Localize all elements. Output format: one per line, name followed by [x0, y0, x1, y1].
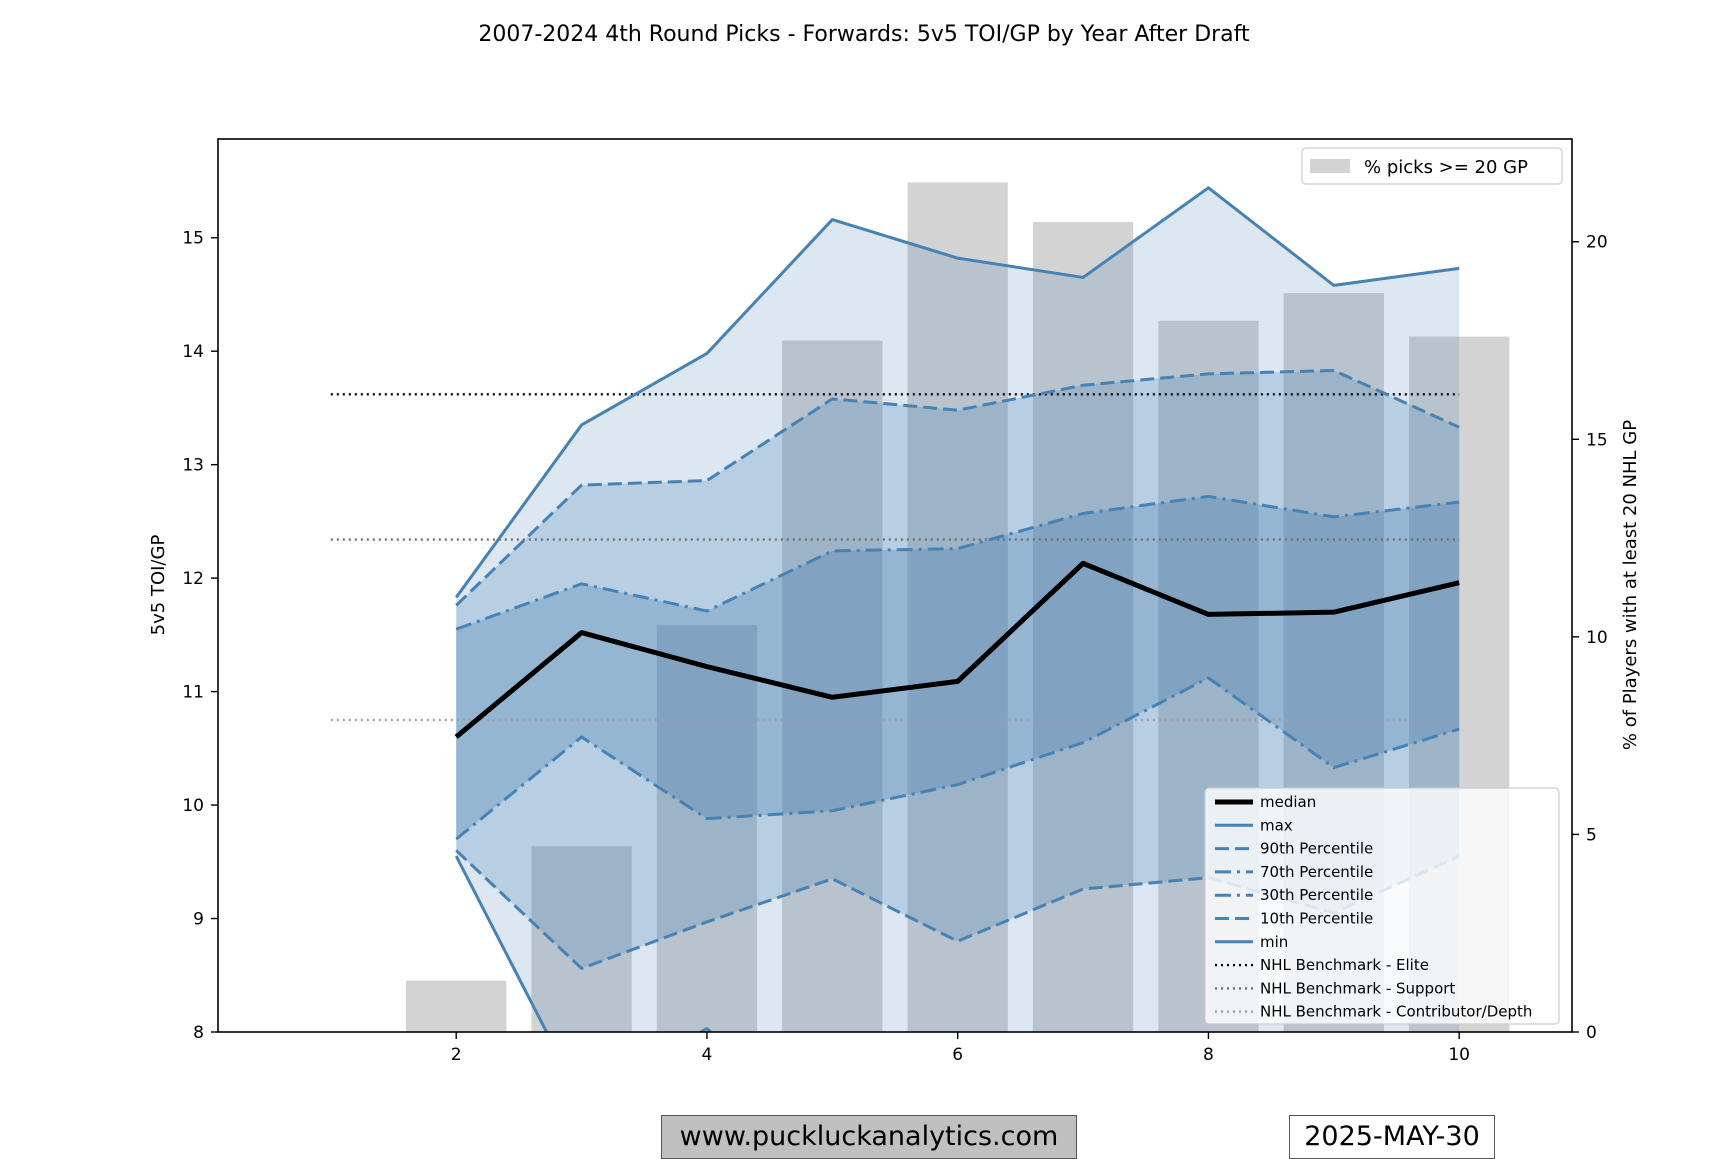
legend-label: 30th Percentile — [1260, 886, 1373, 904]
legend-box — [1301, 147, 1563, 185]
legend-label: min — [1260, 933, 1288, 951]
legend-label: NHL Benchmark - Support — [1260, 979, 1455, 997]
legend-label: 70th Percentile — [1260, 863, 1373, 881]
series-line-max — [454, 186, 1460, 599]
x-tick-label: 6 — [952, 1045, 963, 1065]
chart-title: 2007-2024 4th Round Picks - Forwards: 5v… — [478, 22, 1250, 47]
y2-tick-label: 10 — [1586, 628, 1608, 648]
y-tick-label: 8 — [193, 1023, 204, 1043]
x-tick-label: 10 — [1448, 1045, 1470, 1065]
legend-label: 10th Percentile — [1260, 910, 1373, 928]
x-tick-label: 8 — [1203, 1045, 1214, 1065]
y2-tick-label: 0 — [1586, 1023, 1597, 1043]
legend-label: NHL Benchmark - Elite — [1260, 956, 1429, 974]
bars-legend: % picks >= 20 GP — [1301, 147, 1563, 185]
lines-legend: median max 90th Percentile 70th Percentile 3… — [1204, 787, 1560, 1025]
bar-pct-picks — [907, 182, 1008, 1032]
y-tick-label: 14 — [182, 342, 204, 362]
legend-label: 90th Percentile — [1260, 840, 1373, 858]
y-tick-label: 12 — [182, 569, 204, 589]
site-watermark: www.puckluckanalytics.com — [661, 1115, 1077, 1159]
y-tick-label: 13 — [182, 456, 204, 476]
y2-tick-label: 20 — [1586, 233, 1608, 253]
bar-pct-picks — [1032, 221, 1134, 1032]
legend-box — [1204, 787, 1560, 1025]
y-tick-label: 9 — [193, 910, 204, 930]
legend-label: max — [1260, 816, 1293, 834]
plot-frame — [217, 138, 1573, 1033]
legend-label: median — [1260, 793, 1316, 811]
y-tick-label: 15 — [182, 229, 204, 249]
y2-axis-label: % of Players with at least 20 NHL GP — [1620, 420, 1641, 750]
y2-tick-label: 15 — [1586, 430, 1608, 450]
bar-pct-picks — [656, 625, 758, 1032]
date-stamp: 2025-MAY-30 — [1289, 1115, 1495, 1159]
x-tick-label: 4 — [702, 1045, 713, 1065]
x-tick-label: 2 — [451, 1045, 462, 1065]
bar-pct-picks — [406, 980, 507, 1032]
y2-tick-label: 5 — [1586, 825, 1597, 845]
legend-swatch — [1310, 159, 1350, 173]
bar-pct-picks — [782, 340, 883, 1032]
series-line-90th-percentile — [455, 368, 1460, 607]
series-line-30th-percentile — [455, 676, 1460, 841]
y-tick-label: 11 — [182, 683, 204, 703]
legend-label: % picks >= 20 GP — [1364, 157, 1528, 178]
y-tick-label: 10 — [182, 796, 204, 816]
bar-pct-picks — [531, 846, 632, 1032]
legend-label: NHL Benchmark - Contributor/Depth — [1260, 1003, 1532, 1021]
band-30-70 — [456, 496, 1460, 840]
series-line-median — [454, 560, 1460, 739]
y-axis-label: 5v5 TOI/GP — [148, 535, 169, 636]
